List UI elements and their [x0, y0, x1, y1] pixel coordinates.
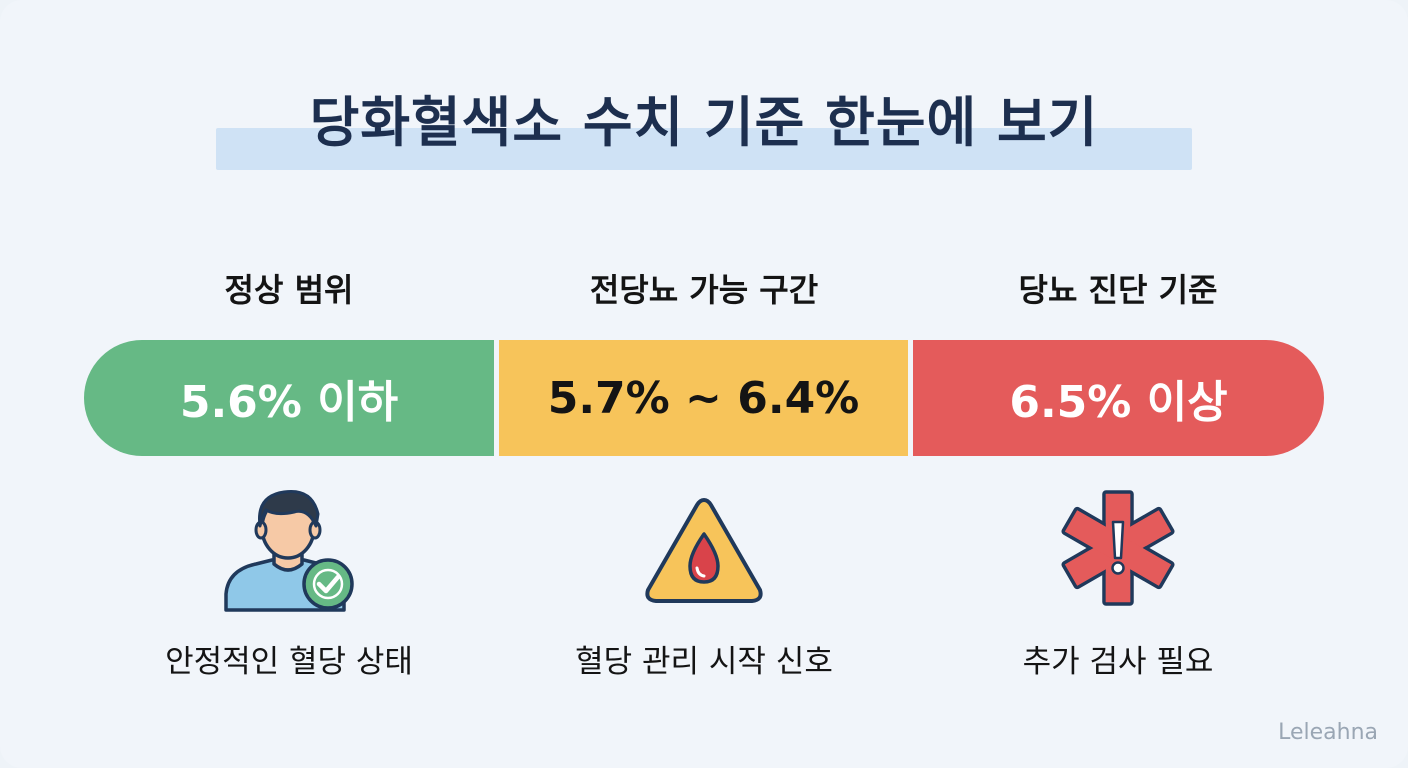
heading-normal: 정상 범위	[224, 271, 354, 309]
range-bar-normal: 5.6% 이하	[84, 340, 494, 456]
warning-blood-drop-icon	[645, 498, 763, 603]
caption-diabetes: 추가 검사 필요	[1022, 644, 1214, 680]
caption-normal: 안정적인 혈당 상태	[165, 644, 413, 680]
range-bar-diabetes: 6.5% 이상	[913, 340, 1324, 456]
page-title: 당화혈색소 수치 기준 한눈에 보기	[309, 91, 1099, 154]
heading-prediabetes: 전당뇨 가능 구간	[589, 271, 819, 309]
watermark: Leleahna	[1278, 720, 1378, 745]
title-highlight	[216, 128, 1192, 170]
heading-diabetes: 당뇨 진단 기준	[1018, 271, 1218, 309]
medical-alert-star-icon	[1061, 490, 1175, 606]
caption-prediabetes: 혈당 관리 시작 신호	[575, 644, 833, 680]
person-check-icon	[224, 489, 354, 612]
range-bar-prediabetes: 5.7% ~ 6.4%	[499, 340, 908, 456]
range-normal-label: 5.6% 이하	[179, 377, 399, 428]
title-container: 당화혈색소 수치 기준 한눈에 보기	[0, 78, 1408, 157]
range-diabetes-label: 6.5% 이상	[1009, 377, 1228, 428]
range-prediabetes-label: 5.7% ~ 6.4%	[547, 372, 860, 424]
